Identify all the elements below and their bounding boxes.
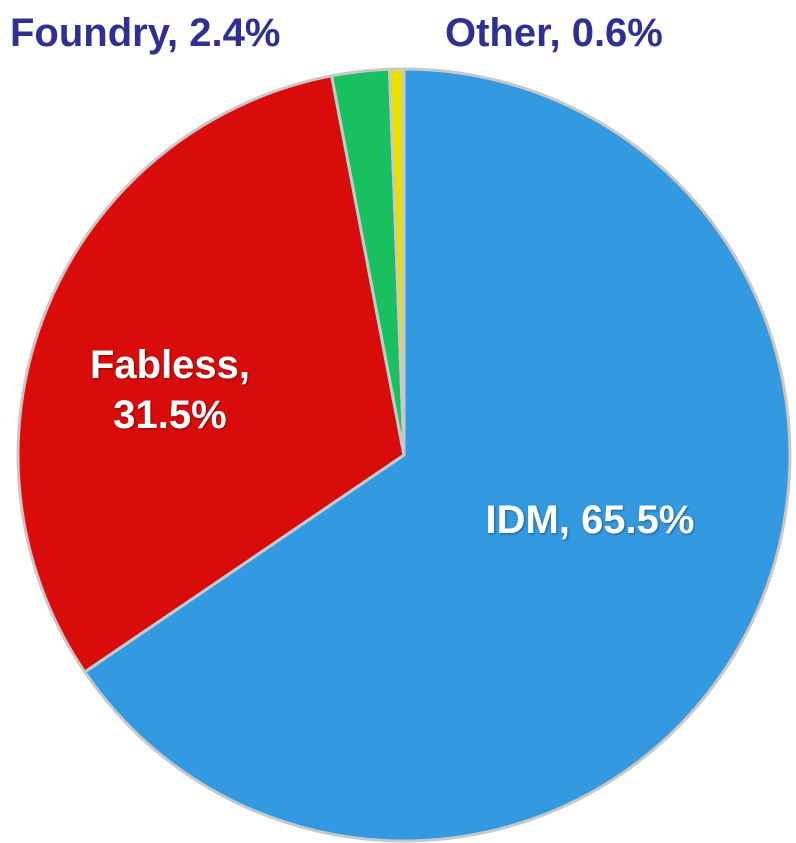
data-label: Other, 0.6%: [445, 11, 663, 55]
pie-slice: [387, 67, 406, 457]
data-label: Fabless, 31.5%: [89, 343, 251, 437]
data-label: IDM, 65.5%: [485, 498, 695, 542]
pie-slice: [83, 67, 792, 843]
data-label: Foundry, 2.4%: [10, 11, 281, 55]
pie-slice: [16, 74, 406, 674]
